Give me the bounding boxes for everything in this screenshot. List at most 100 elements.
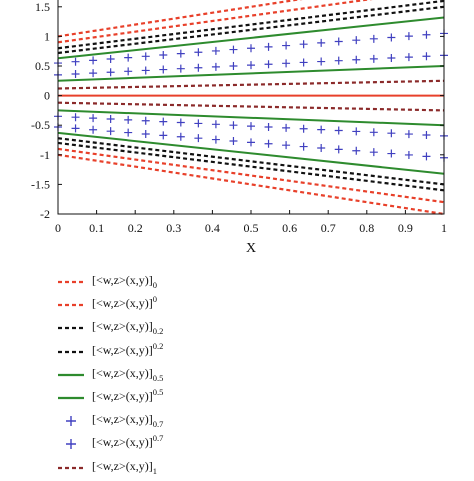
plus-marker [264,122,273,131]
plus-marker [352,36,361,45]
plus-marker [159,50,168,59]
x-tick-label: 0.3 [166,221,181,235]
legend-plus-marker [66,416,76,427]
legend-item-9: [<w,z>(x,y)]1 [52,458,292,481]
legend-label: [<w,z>(x,y)]0 [92,273,157,290]
plus-marker [404,150,413,159]
legend-plus-marker [66,439,76,450]
plus-marker [317,125,326,134]
legend-label-text: [<w,z>(x,y)] [92,365,153,380]
series-5-lower-line [57,131,445,175]
plus-marker [352,146,361,155]
plus-marker [317,38,326,47]
plus-marker [334,126,343,135]
legend-label-alpha: 0.2 [152,326,164,337]
legend-label-alpha: 0 [152,294,157,305]
plus-marker [89,69,98,78]
plus-marker [404,32,413,41]
legend-item-5: [<w,z>(x,y)]0.5 [52,365,292,388]
plus-marker [299,40,308,49]
chart-plot: 0 0.1 0.2 0.3 0.4 0.5 0.6 0.7 0.8 0.9 1 -2 -1.5 -1 -0.… [31,0,448,256]
plus-marker [334,145,343,154]
plus-marker [89,56,98,65]
plus-marker [159,117,168,126]
legend-swatch [66,416,76,427]
x-tick-label: 0 [55,221,61,235]
plus-marker [229,45,238,54]
legend-swatch [58,304,84,307]
x-tick-label: 0.8 [359,221,374,235]
series-lines [54,0,448,216]
plus-marker [422,130,431,139]
series-6-lower-line [57,109,445,127]
plus-marker [282,41,291,50]
series-7-lower-line [54,122,448,162]
x-tick-label: 0.6 [282,221,297,235]
plus-marker [211,46,220,55]
plus-marker [194,63,203,72]
plus-marker [352,55,361,64]
series-3-lower-line [57,141,445,192]
y-tick-label: 1 [44,29,50,43]
plus-marker [89,125,98,134]
plus-marker [141,129,150,138]
legend-swatch [58,350,84,353]
plus-marker [299,142,308,151]
series-7-upper-line [54,29,448,68]
plus-marker [317,57,326,66]
plus-marker [106,68,115,77]
legend-item-3: [<w,z>(x,y)]0.2 [52,318,292,341]
plus-marker [89,114,98,123]
plus-marker [124,128,133,137]
plus-marker [299,124,308,133]
legend-label-alpha: 0.2 [152,340,164,351]
x-tick-label: 0.4 [205,221,220,235]
plus-marker [387,33,396,42]
plus-marker [387,149,396,158]
plus-marker [194,134,203,143]
plus-marker [369,34,378,43]
y-tick-label: 0 [44,89,50,103]
plus-marker [247,44,255,53]
plus-marker [106,127,115,136]
legend-label-alpha: 0.5 [152,372,164,383]
plus-marker [176,118,185,127]
series-9-lower-line [57,101,445,112]
series-6-upper-line [57,65,445,82]
plus-marker [141,66,150,75]
plus-marker [282,59,291,68]
legend-swatch [66,439,76,450]
y-tick-label: 1.5 [35,0,50,14]
series-4-upper-line [57,5,445,55]
legend-label-text: [<w,z>(x,y)] [92,388,153,403]
plus-marker [159,65,168,74]
legend-label-alpha: 0 [152,280,157,290]
plus-marker [124,53,133,62]
plus-marker [299,58,308,67]
legend-label-text: [<w,z>(x,y)] [92,342,153,357]
legend-label: [<w,z>(x,y)]0.2 [92,340,164,358]
legend-label-text: [<w,z>(x,y)] [92,273,153,287]
legend-swatch [58,373,84,376]
plus-marker [422,30,431,39]
legend-label-alpha: 0.7 [152,419,164,430]
series-1-lower-line [57,153,445,216]
plus-marker [71,57,80,66]
legend-label: [<w,z>(x,y)]0.7 [92,433,163,450]
plus-marker [334,56,343,65]
legend-item-7: [<w,z>(x,y)]0.7 [52,411,292,434]
series-5-upper-line [57,16,445,60]
series-4-lower-line [57,137,445,186]
x-axis-label: X [246,241,256,256]
plus-marker [229,62,238,70]
x-tick-label: 0.1 [89,221,104,235]
plus-marker [264,139,273,148]
plus-marker [106,114,115,123]
legend-item-6: [<w,z>(x,y)]0.5 [52,387,292,411]
plus-marker [229,136,238,145]
legend-label: [<w,z>(x,y)]1 [92,459,157,476]
plus-marker [71,113,80,122]
plus-marker [317,143,326,152]
plot-area-frame [57,0,445,215]
y-tick-label: -2 [40,207,50,221]
